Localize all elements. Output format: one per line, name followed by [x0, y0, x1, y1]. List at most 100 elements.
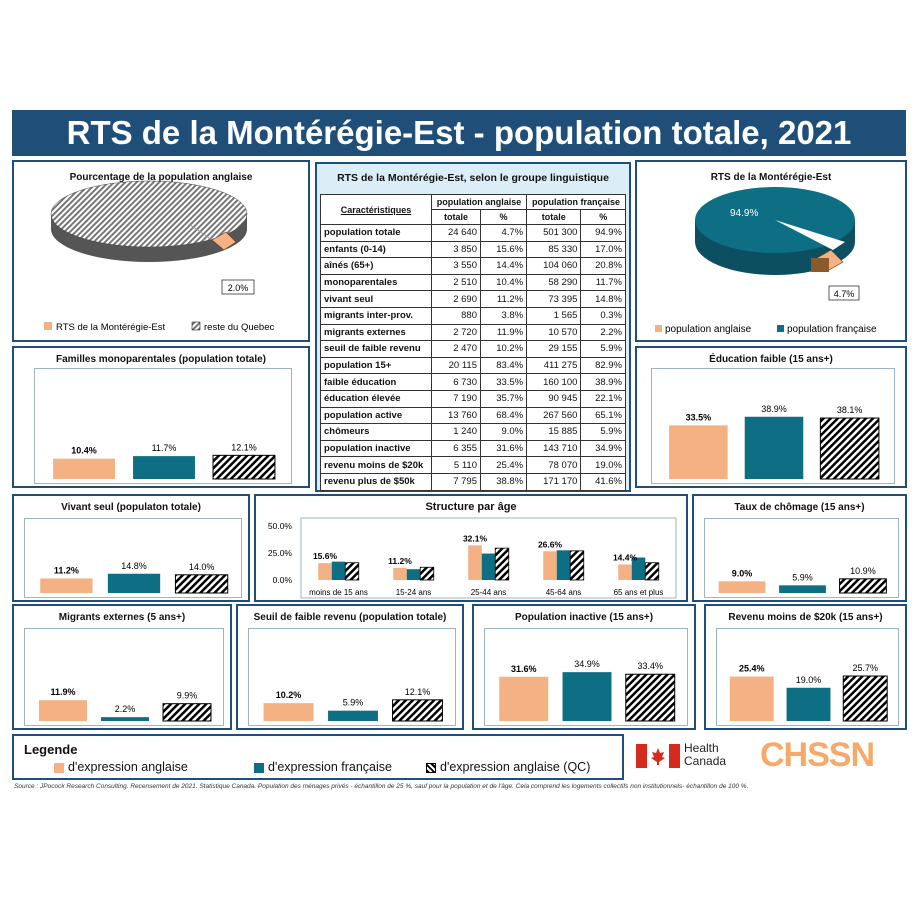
- chart-plot-area: 10.4% 11.7% 12.1%: [34, 368, 292, 484]
- bar-label-inact-1: 34.9%: [574, 659, 600, 669]
- table-cell-label: migrants inter-prov.: [320, 306, 432, 325]
- table-cell-ap: 68.4%: [479, 406, 528, 425]
- table-cell-label: revenu moins de $20k: [320, 456, 432, 474]
- table-row: revenu plus de $50k 7 795 38.8% 171 170 41.6…: [320, 472, 626, 491]
- table-cell-ap: 33.5%: [479, 373, 528, 391]
- bar-label-seul-1: 14.8%: [121, 561, 147, 571]
- table-row: enfants (0-14) 3 850 15.6% 85 330 17.0%: [320, 240, 626, 259]
- chart-title-seul: Vivant seul (populaton totale): [61, 502, 201, 513]
- table-cell-a: 5 110: [431, 456, 481, 474]
- legend-item-anglaise: d'expression anglaise: [54, 760, 188, 774]
- bar-label-seuil-0: 10.2%: [276, 690, 302, 700]
- pie-left-legend-0: RTS de la Montérégie-Est: [56, 322, 165, 333]
- pie-right-title: RTS de la Montérégie-Est: [710, 172, 832, 183]
- table-title: RTS de la Montérégie-Est, selon le group…: [337, 172, 609, 184]
- source-note: Source : JPocock Research Consulting. Re…: [14, 783, 749, 790]
- table-cell-fp: 82.9%: [580, 356, 626, 375]
- legend-swatch-qc: [426, 762, 436, 773]
- table-cell-fp: 19.0%: [580, 456, 626, 474]
- table-cell-label: revenu plus de $50k: [320, 472, 432, 491]
- bar-label-chom-0: 9.0%: [732, 568, 753, 578]
- legend-swatch-anglaise: [54, 762, 64, 773]
- legend-title: Legende: [24, 742, 78, 757]
- table-cell-f: 73 395: [526, 290, 582, 308]
- age-bar-3-1: [556, 550, 571, 580]
- pie-right-label-small: 4.7%: [834, 289, 855, 299]
- age-bar-label-0: 15.6%: [313, 551, 338, 561]
- table-row: chômeurs 1 240 9.0% 15 885 5.9%: [320, 423, 626, 441]
- canada-flag-icon: [636, 744, 680, 768]
- table-cell-fp: 14.8%: [580, 290, 626, 308]
- chart-title-inact: Population inactive (15 ans+): [514, 612, 654, 623]
- bar-label-chom-1: 5.9%: [792, 572, 813, 582]
- bar-rev-2: [842, 675, 888, 722]
- age-bar-4-1: [631, 557, 646, 580]
- bar-label-mono-1: 11.7%: [152, 443, 177, 453]
- chart-panel-mono: Familles monoparentales (population tota…: [12, 346, 310, 488]
- table-cell-label: seuil de faible revenu: [320, 340, 432, 358]
- chart-seul: 11.2% 14.8% 14.0%: [40, 561, 229, 594]
- bar-mono-2: [212, 454, 276, 480]
- age-title: Structure par âge: [425, 501, 517, 513]
- age-bar-2-0: [468, 545, 482, 580]
- table-row: population totale 24 640 4.7% 501 300 94.9%: [320, 224, 626, 242]
- health-canada-logo: Health Canada: [636, 742, 746, 772]
- bar-seuil-1: [328, 710, 378, 721]
- pie-right-legend-0: population anglaise: [665, 324, 752, 335]
- table-cell-a: 6 355: [431, 439, 481, 458]
- bar-seuil-2: [392, 699, 443, 722]
- age-bar-label-2: 32.1%: [463, 533, 488, 543]
- table-row: population 15+ 20 115 83.4% 411 275 82.9%: [320, 356, 626, 375]
- age-ytick-2: 50.0%: [268, 521, 293, 531]
- table-cell-a: 13 760: [431, 406, 481, 425]
- table-cell-fp: 34.9%: [580, 439, 626, 458]
- chart-title-migr: Migrants externes (5 ans+): [58, 612, 186, 623]
- table-group-francaise: population française: [526, 194, 626, 210]
- table-cell-fp: 94.9%: [580, 224, 626, 242]
- table-cell-label: faible éducation: [320, 373, 432, 391]
- bar-label-migr-0: 11.9%: [50, 687, 75, 697]
- table-row: monoparentales 2 510 10.4% 58 290 11.7%: [320, 273, 626, 292]
- table-cell-a: 3 850: [431, 240, 481, 259]
- age-bar-0-2: [344, 562, 360, 581]
- bar-chom-2: [839, 578, 887, 594]
- chart-rev: 25.4% 19.0% 25.7%: [729, 663, 888, 722]
- pie-left-legend-1: reste du Quebec: [204, 322, 274, 333]
- chart-panel-inact: Population inactive (15 ans+) 31.6% 34.9% 3…: [472, 604, 696, 730]
- table-cell-f: 78 070: [526, 456, 582, 474]
- bar-label-educ-0: 33.5%: [686, 412, 712, 422]
- legend-swatch-francaise: [254, 762, 264, 773]
- table-cell-ap: 38.8%: [479, 472, 528, 491]
- chart-educ: 33.5% 38.9% 38.1%: [669, 404, 880, 480]
- pie-right-label-big: 94.9%: [730, 208, 758, 219]
- table-cell-ap: 11.9%: [479, 323, 528, 342]
- table-sub-total: totale: [431, 209, 481, 225]
- table-cell-ap: 31.6%: [479, 439, 528, 458]
- table-cell-fp: 5.9%: [580, 423, 626, 441]
- chart-panel-migr: Migrants externes (5 ans+) 11.9% 2.2% 9.9%: [12, 604, 232, 730]
- chart-panel-seul: Vivant seul (populaton totale) 11.2% 14.8%…: [12, 494, 250, 602]
- age-bar-label-3: 26.6%: [538, 539, 563, 549]
- chart-title-rev: Revenu moins de $20k (15 ans+): [728, 612, 883, 623]
- age-bar-3-2: [569, 550, 585, 581]
- table-cell-label: éducation élevée: [320, 389, 432, 408]
- data-table: Caractéristiques population anglaise pop…: [320, 194, 626, 491]
- age-bar-4-0: [618, 564, 632, 580]
- bar-label-rev-1: 19.0%: [796, 675, 822, 685]
- chart-panel-rev: Revenu moins de $20k (15 ans+) 25.4% 19.0%…: [704, 604, 907, 730]
- table-cell-label: monoparentales: [320, 273, 432, 292]
- chart-plot-area: 9.0% 5.9% 10.9%: [704, 518, 899, 598]
- table-cell-label: chômeurs: [320, 423, 432, 441]
- table-cell-ap: 10.4%: [479, 273, 528, 292]
- table-cell-label: population active: [320, 406, 432, 425]
- table-row: éducation élevée 7 190 35.7% 90 945 22.1%: [320, 389, 626, 408]
- bar-seul-0: [40, 578, 93, 593]
- bar-mono-0: [53, 458, 115, 479]
- age-panel: Structure par âge 0.0% 25.0% 50.0% 15.6% moi…: [254, 494, 688, 602]
- table-cell-fp: 22.1%: [580, 389, 626, 408]
- bar-label-rev-2: 25.7%: [852, 663, 878, 673]
- chart-mono: 10.4% 11.7% 12.1%: [53, 442, 276, 480]
- table-row: population inactive 6 355 31.6% 143 710 34.9…: [320, 439, 626, 458]
- table-sub-pct: %: [580, 209, 626, 225]
- bar-rev-1: [786, 687, 831, 721]
